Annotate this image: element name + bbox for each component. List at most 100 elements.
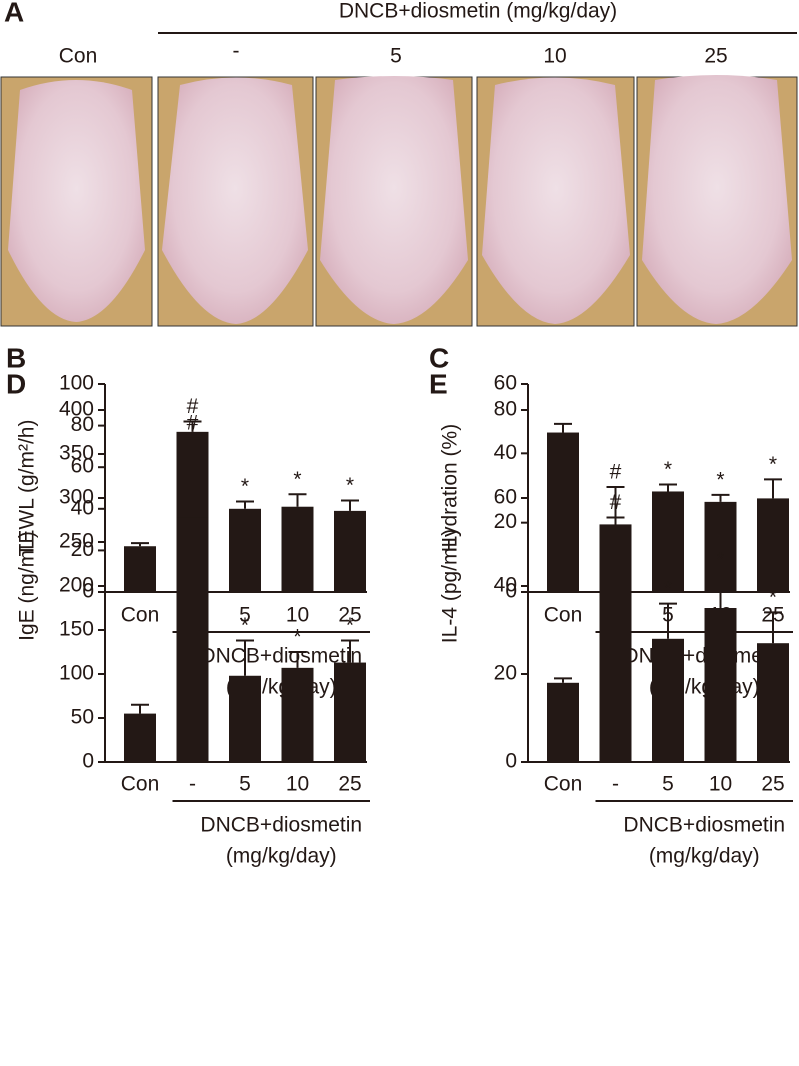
y-tick-label: 250 xyxy=(59,530,94,553)
y-tick-label: 40 xyxy=(71,496,94,519)
panel-letter: B xyxy=(6,342,26,373)
y-tick-label: 350 xyxy=(59,442,94,465)
panel-letter: A xyxy=(4,0,24,27)
bar xyxy=(229,675,261,762)
y-tick-label: 60 xyxy=(494,372,517,395)
y-tick-label: 80 xyxy=(494,398,517,421)
bar xyxy=(176,517,209,762)
significance-marker: * xyxy=(716,468,724,491)
significance-marker: * xyxy=(293,626,301,649)
photo-label: 10 xyxy=(543,45,566,68)
significance-marker: * xyxy=(241,614,249,637)
y-tick-label: 0 xyxy=(505,580,517,603)
bar xyxy=(547,432,579,592)
x-tick-label: Con xyxy=(544,773,583,796)
photo-label: Con xyxy=(59,45,98,68)
photo-label: 5 xyxy=(390,45,402,68)
x-tick-label: 10 xyxy=(286,773,309,796)
y-tick-label: 60 xyxy=(494,486,517,509)
y-tick-label: 50 xyxy=(71,706,94,729)
x-tick-label: 5 xyxy=(662,773,674,796)
photos xyxy=(0,75,798,327)
x-tick-label: - xyxy=(612,773,619,796)
y-tick-label: 0 xyxy=(82,750,94,773)
bar xyxy=(229,508,261,592)
x-tick-label: Con xyxy=(121,773,160,796)
bar xyxy=(334,510,366,592)
y-tick-label: 20 xyxy=(494,510,517,533)
panel-letter: E xyxy=(429,368,448,399)
y-tick-label: 40 xyxy=(494,574,517,597)
y-axis-label: TEWL (g/m²/h) xyxy=(16,420,39,557)
bar xyxy=(124,546,156,592)
photo xyxy=(476,76,635,327)
bar xyxy=(704,608,737,762)
significance-marker: * xyxy=(664,577,672,600)
y-tick-label: 20 xyxy=(494,662,517,685)
error-bar xyxy=(711,493,730,502)
y-axis-label: IL-4 (pg/mL) xyxy=(439,529,462,643)
error-bar xyxy=(764,611,782,644)
photo xyxy=(0,76,153,327)
x-tick-label: 25 xyxy=(338,604,361,627)
error-bar xyxy=(288,651,307,668)
bar xyxy=(334,662,366,762)
group-label: (mg/kg/day) xyxy=(226,845,337,868)
photo-label: - xyxy=(233,40,240,63)
y-tick-label: 300 xyxy=(59,486,94,509)
photo xyxy=(157,76,314,327)
y-tick-label: 100 xyxy=(59,662,94,685)
x-tick-label: Con xyxy=(121,604,160,627)
panel-a-header: DNCB+diosmetin (mg/kg/day) xyxy=(339,0,617,23)
significance-marker: # xyxy=(610,461,622,484)
error-bar xyxy=(764,478,782,499)
panel-letter: D xyxy=(6,368,26,399)
bar xyxy=(599,524,632,762)
bar xyxy=(547,682,579,762)
significance-marker: # xyxy=(187,412,199,435)
error-bar xyxy=(131,703,149,714)
error-bar xyxy=(288,493,307,507)
error-bar xyxy=(341,499,359,511)
bar xyxy=(757,643,789,762)
significance-marker: # xyxy=(187,395,199,418)
bar xyxy=(757,498,789,592)
photo xyxy=(315,76,473,327)
y-tick-label: 60 xyxy=(71,455,94,478)
error-bar xyxy=(341,639,359,663)
error-bar xyxy=(183,420,202,432)
error-bar xyxy=(183,437,202,518)
y-tick-label: 0 xyxy=(82,580,94,603)
significance-marker: * xyxy=(716,549,724,572)
significance-marker: * xyxy=(769,586,777,609)
bar xyxy=(281,667,314,762)
photo xyxy=(636,75,798,327)
significance-marker: * xyxy=(241,475,249,498)
x-tick-label: 10 xyxy=(709,773,732,796)
group-label: DNCB+diosmetin xyxy=(623,814,785,837)
y-axis-label: IgE (ng/mL) xyxy=(16,531,39,641)
x-tick-label: 25 xyxy=(338,773,361,796)
y-tick-label: 400 xyxy=(59,398,94,421)
y-tick-label: 40 xyxy=(494,441,517,464)
error-bar xyxy=(554,677,572,683)
error-bar xyxy=(711,574,730,608)
y-tick-label: 80 xyxy=(71,413,94,436)
photo-label: 25 xyxy=(704,45,727,68)
y-tick-label: 0 xyxy=(505,750,517,773)
y-axis-label: Hydration (%) xyxy=(439,424,462,552)
error-bar xyxy=(659,483,677,492)
y-tick-label: 150 xyxy=(59,618,94,641)
error-bar xyxy=(131,542,149,547)
group-label: DNCB+diosmetin xyxy=(200,645,362,668)
error-bar xyxy=(659,602,677,639)
panel-letter: C xyxy=(429,342,449,373)
group-label: DNCB+diosmetin xyxy=(200,814,362,837)
error-bar xyxy=(554,422,572,433)
bar xyxy=(281,506,314,592)
x-tick-label: 5 xyxy=(239,773,251,796)
bar xyxy=(652,491,684,592)
y-tick-label: 200 xyxy=(59,574,94,597)
bar xyxy=(652,638,684,762)
